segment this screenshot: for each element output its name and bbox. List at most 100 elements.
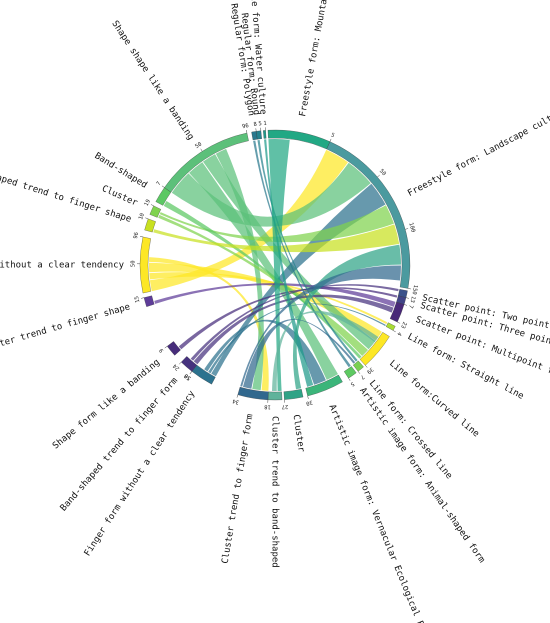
tick-label: 15 xyxy=(134,295,141,303)
segment-label: Freestyle form: Mountain culture xyxy=(298,0,339,118)
tick-mark xyxy=(178,361,182,365)
segment-arc xyxy=(139,236,151,294)
tick-label: 1 xyxy=(263,121,267,127)
tick-mark xyxy=(307,395,309,399)
tick-label: 50 xyxy=(130,260,136,267)
chord-ribbon xyxy=(148,262,382,341)
segment-label: Artistic image form: Animal-shaped form xyxy=(357,386,486,565)
tick-label: 5 xyxy=(258,121,262,127)
chord-ticks: 5010015013723439753027183450562491550961… xyxy=(130,121,418,410)
tick-label: 18 xyxy=(264,403,271,409)
tick-label: 24 xyxy=(172,362,181,371)
segment-label: Shape shape like a banding xyxy=(109,19,195,142)
tick-label: 96 xyxy=(242,123,250,130)
tick-label: 4 xyxy=(395,331,402,337)
tick-label: 27 xyxy=(281,403,288,409)
segment-label: Finger shape without a clear tendency xyxy=(0,261,125,271)
tick-label: 56 xyxy=(183,372,192,381)
tick-label: 8 xyxy=(253,122,257,128)
tick-label: 23 xyxy=(399,321,407,330)
segment-arc xyxy=(256,130,262,140)
tick-mark xyxy=(150,204,154,207)
tick-label: 19 xyxy=(144,199,152,208)
chord-ribbon xyxy=(190,284,399,361)
tick-label: 9 xyxy=(159,347,166,353)
chord-ribbon xyxy=(292,244,401,390)
segment-arc xyxy=(283,389,304,400)
segment-label: Cluster trend to band-shaped xyxy=(270,416,280,568)
tick-label: 100 xyxy=(407,222,415,233)
tick-label: 13 xyxy=(409,295,416,303)
chord-ribbon xyxy=(159,205,394,243)
tick-mark xyxy=(161,185,165,188)
tick-label: 34 xyxy=(231,397,240,405)
tick-label: 5 xyxy=(349,380,355,387)
tick-label: 7 xyxy=(156,181,163,187)
segment-label: Shape form like a banding xyxy=(51,358,162,452)
segment-label: Band-shaped xyxy=(93,151,149,191)
segment-label: Freestyle form: Landscape culture xyxy=(406,106,550,199)
tick-mark xyxy=(139,236,144,238)
tick-mark xyxy=(392,330,396,333)
segment-label: Cluster xyxy=(100,184,139,209)
segment-arc xyxy=(359,332,390,366)
chord-ribbons xyxy=(148,139,401,392)
tick-mark xyxy=(377,174,380,178)
tick-label: 96 xyxy=(133,232,140,240)
tick-mark xyxy=(164,346,168,349)
chord-ribbon xyxy=(215,148,264,391)
tick-mark xyxy=(348,378,351,381)
tick-mark xyxy=(246,129,248,134)
tick-mark xyxy=(145,217,149,220)
tick-mark xyxy=(189,371,193,374)
chord-ribbon xyxy=(211,183,386,377)
segment-arc xyxy=(305,374,343,397)
tick-mark xyxy=(407,288,411,290)
chord-ribbon xyxy=(171,162,371,227)
segment-arc xyxy=(144,218,156,233)
chord-ribbon xyxy=(240,265,401,387)
segment-arc xyxy=(352,360,364,372)
chord-arcs xyxy=(139,129,411,401)
tick-label: 7 xyxy=(407,304,414,309)
segment-arc xyxy=(389,301,405,323)
segment-arc xyxy=(267,391,283,401)
chord-ribbon xyxy=(193,294,394,365)
tick-label: 50 xyxy=(194,141,203,150)
chord-ribbon xyxy=(154,283,396,307)
segment-arc xyxy=(149,205,162,218)
segment-arc xyxy=(237,386,269,400)
chord-ribbon xyxy=(153,224,400,253)
tick-mark xyxy=(357,371,361,374)
tick-label: 50 xyxy=(183,372,192,381)
segment-arc xyxy=(181,356,198,372)
tick-mark xyxy=(329,138,332,142)
tick-mark xyxy=(397,321,401,324)
segment-label: Cluster trend to finger form xyxy=(221,413,256,564)
segment-arc xyxy=(143,295,155,307)
chord-ribbon xyxy=(149,149,348,292)
tick-mark xyxy=(405,297,409,299)
tick-label: 50 xyxy=(378,168,387,177)
tick-label: 10 xyxy=(138,212,146,220)
segment-arc xyxy=(166,341,181,356)
segment-arc xyxy=(267,129,331,150)
segment-label: Cluster xyxy=(291,414,306,454)
tick-mark xyxy=(365,365,368,368)
chord-ribbon xyxy=(268,139,290,391)
tick-label: 39 xyxy=(365,366,374,375)
segment-arc xyxy=(164,132,249,193)
tick-mark xyxy=(404,304,408,306)
tick-label: 7 xyxy=(359,373,365,380)
tick-label: 150 xyxy=(411,284,419,295)
tick-mark xyxy=(236,394,239,398)
tick-mark xyxy=(200,148,203,152)
segment-label: Cluster trend to finger shape xyxy=(0,302,131,355)
chord-ribbon xyxy=(178,287,398,350)
segment-arc xyxy=(385,322,396,331)
tick-mark xyxy=(141,297,145,299)
tick-label: 5 xyxy=(330,132,335,139)
segment-arc xyxy=(263,130,267,139)
